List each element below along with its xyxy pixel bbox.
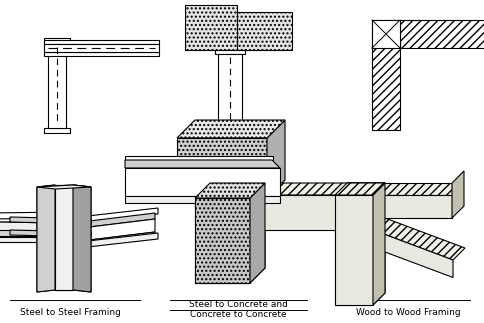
Polygon shape [177, 138, 267, 198]
Polygon shape [10, 217, 91, 224]
Text: Concrete to Concrete: Concrete to Concrete [189, 310, 286, 319]
Polygon shape [73, 232, 155, 248]
Polygon shape [195, 183, 264, 198]
Text: Wood to Wood Framing: Wood to Wood Framing [355, 308, 459, 317]
Polygon shape [195, 183, 264, 198]
Polygon shape [125, 156, 272, 163]
Polygon shape [334, 195, 372, 305]
Polygon shape [240, 183, 252, 230]
Polygon shape [73, 219, 155, 242]
Polygon shape [372, 183, 384, 305]
Polygon shape [125, 168, 279, 196]
Polygon shape [372, 183, 384, 305]
Bar [44, 128, 70, 133]
Polygon shape [0, 237, 67, 242]
Bar [214, 126, 244, 130]
Polygon shape [10, 230, 91, 237]
Bar [184, 5, 237, 50]
Polygon shape [70, 208, 158, 224]
Polygon shape [249, 183, 264, 283]
Text: Steel to Steel Framing: Steel to Steel Framing [19, 308, 120, 317]
Polygon shape [70, 233, 158, 249]
Polygon shape [0, 217, 63, 223]
Polygon shape [346, 183, 451, 195]
Polygon shape [0, 230, 63, 236]
Polygon shape [334, 195, 372, 305]
Polygon shape [346, 195, 451, 218]
Polygon shape [73, 185, 91, 292]
Polygon shape [37, 185, 55, 292]
Polygon shape [195, 198, 249, 283]
Bar [44, 52, 159, 56]
Polygon shape [334, 183, 384, 195]
Polygon shape [240, 183, 384, 195]
Polygon shape [0, 212, 67, 219]
Bar [44, 40, 159, 44]
Polygon shape [55, 185, 73, 290]
Polygon shape [125, 160, 279, 168]
Polygon shape [73, 213, 155, 229]
Bar [214, 50, 244, 54]
Bar [399, 20, 484, 48]
Text: Steel to Concrete and: Steel to Concrete and [188, 300, 287, 309]
Polygon shape [451, 171, 463, 218]
Bar [371, 20, 399, 130]
Polygon shape [0, 222, 63, 236]
Polygon shape [73, 185, 91, 292]
Bar [237, 12, 291, 50]
Bar [217, 54, 242, 126]
Polygon shape [37, 185, 55, 292]
Bar [44, 38, 70, 43]
Polygon shape [240, 195, 372, 230]
Polygon shape [372, 230, 452, 277]
Polygon shape [177, 120, 285, 138]
Polygon shape [249, 183, 264, 283]
Bar [371, 20, 399, 48]
Polygon shape [267, 120, 285, 198]
Polygon shape [372, 218, 464, 260]
Bar [44, 44, 159, 52]
Polygon shape [37, 185, 91, 189]
Bar [48, 43, 66, 128]
Polygon shape [195, 198, 249, 283]
Polygon shape [37, 185, 91, 189]
Polygon shape [334, 183, 384, 195]
Polygon shape [125, 196, 279, 203]
Polygon shape [55, 185, 73, 290]
